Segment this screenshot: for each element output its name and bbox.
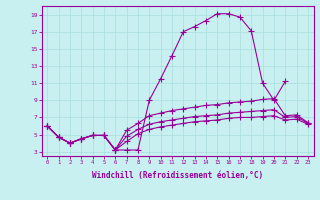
X-axis label: Windchill (Refroidissement éolien,°C): Windchill (Refroidissement éolien,°C)	[92, 171, 263, 180]
